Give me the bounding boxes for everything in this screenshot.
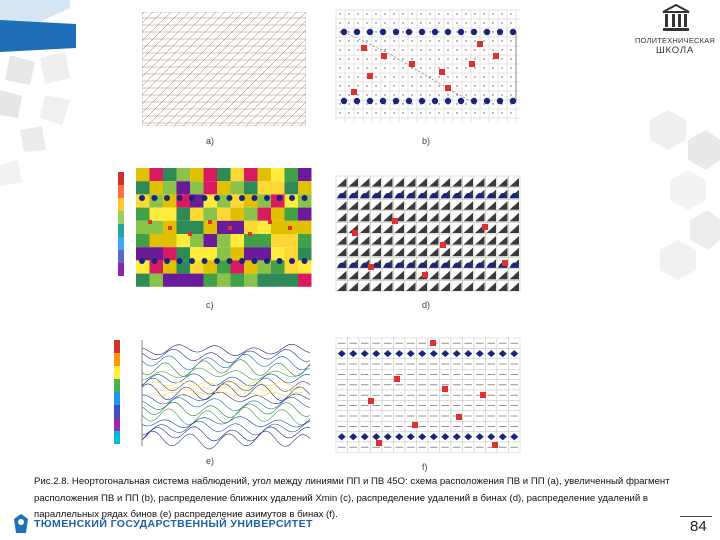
university-logo-icon	[14, 514, 28, 533]
page-number: 84	[690, 518, 707, 535]
figure-f-label: f)	[422, 462, 428, 472]
figure-caption: Рис.2.8. Неортогональная система наблюде…	[34, 476, 670, 520]
figure-d	[332, 172, 524, 292]
figure-b	[330, 4, 524, 126]
figure-d-label: d)	[422, 300, 431, 310]
school-name: ПОЛИТЕХНИЧЕСКАЯ ШКОЛА	[634, 36, 716, 56]
figure-c	[116, 160, 312, 292]
figure-a-label: a)	[206, 136, 215, 146]
figure-f	[332, 330, 524, 456]
figure-b-label: b)	[422, 136, 431, 146]
building-icon	[662, 4, 690, 31]
decorative-background-left	[0, 0, 76, 186]
figure-e	[112, 332, 312, 452]
university-name: ТЮМЕНСКИЙ ГОСУДАРСТВЕННЫЙ УНИВЕРСИТЕТ	[34, 518, 313, 530]
figure-e-label: e)	[206, 456, 215, 466]
school-line2: ШКОЛА	[656, 45, 694, 56]
figure-a	[132, 4, 310, 130]
decorative-background-right	[650, 110, 720, 280]
page-number-divider	[680, 516, 712, 517]
school-line1: ПОЛИТЕХНИЧЕСКАЯ	[634, 36, 716, 45]
figure-c-label: c)	[206, 300, 214, 310]
